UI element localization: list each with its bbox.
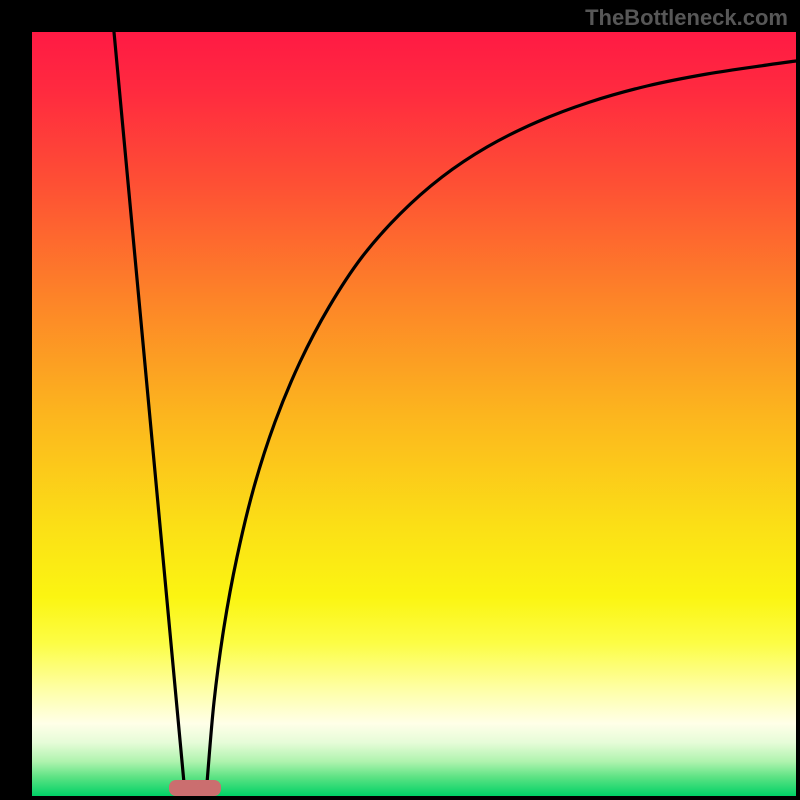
bottleneck-curve: [32, 32, 796, 796]
watermark-text: TheBottleneck.com: [585, 5, 788, 31]
optimal-range-bar: [169, 780, 221, 796]
bottleneck-chart: [32, 32, 796, 796]
